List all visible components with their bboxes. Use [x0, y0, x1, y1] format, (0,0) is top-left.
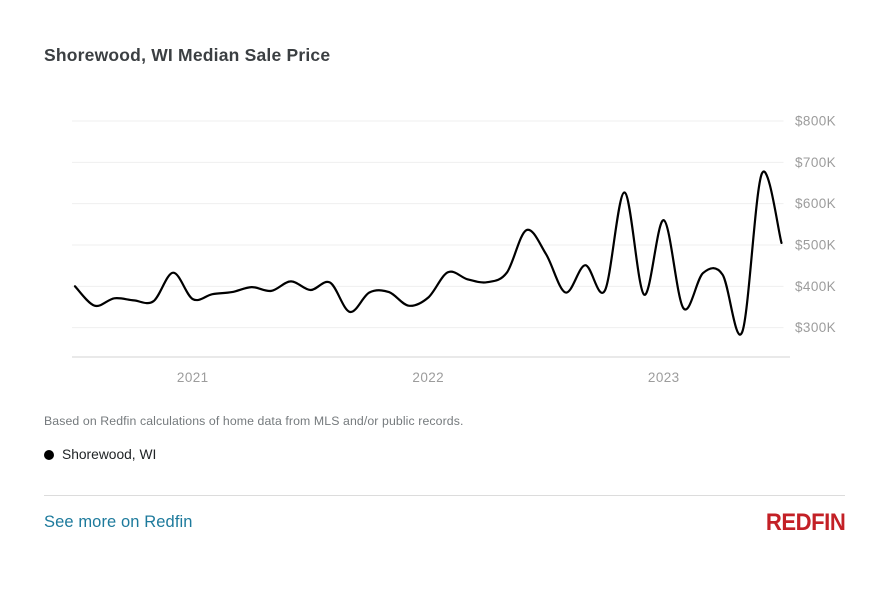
y-tick-label: $400K — [795, 279, 836, 294]
y-tick-label: $500K — [795, 237, 836, 252]
y-tick-label: $800K — [795, 114, 836, 129]
x-tick-label: 2022 — [412, 370, 444, 385]
median-sale-price-line-chart: $800K $700K $600K $500K $400K $300K 2021 2022 20… — [72, 114, 836, 385]
x-tick-label: 2023 — [648, 370, 680, 385]
source-note: Based on Redfin calculations of home dat… — [44, 414, 464, 428]
footer-divider — [44, 495, 845, 496]
price-series-line — [73, 170, 783, 336]
y-tick-label: $600K — [795, 196, 836, 211]
see-more-on-redfin-link[interactable]: See more on Redfin — [44, 513, 193, 531]
y-tick-label: $300K — [795, 320, 836, 335]
x-tick-label: 2021 — [177, 370, 209, 385]
page-title: Shorewood, WI Median Sale Price — [44, 45, 331, 65]
legend-marker-dot-icon — [44, 449, 54, 460]
legend: Shorewood, WI — [44, 447, 156, 462]
redfin-logo[interactable]: REDFIN — [765, 509, 846, 536]
y-tick-label: $700K — [795, 155, 836, 170]
legend-label: Shorewood, WI — [62, 447, 157, 462]
